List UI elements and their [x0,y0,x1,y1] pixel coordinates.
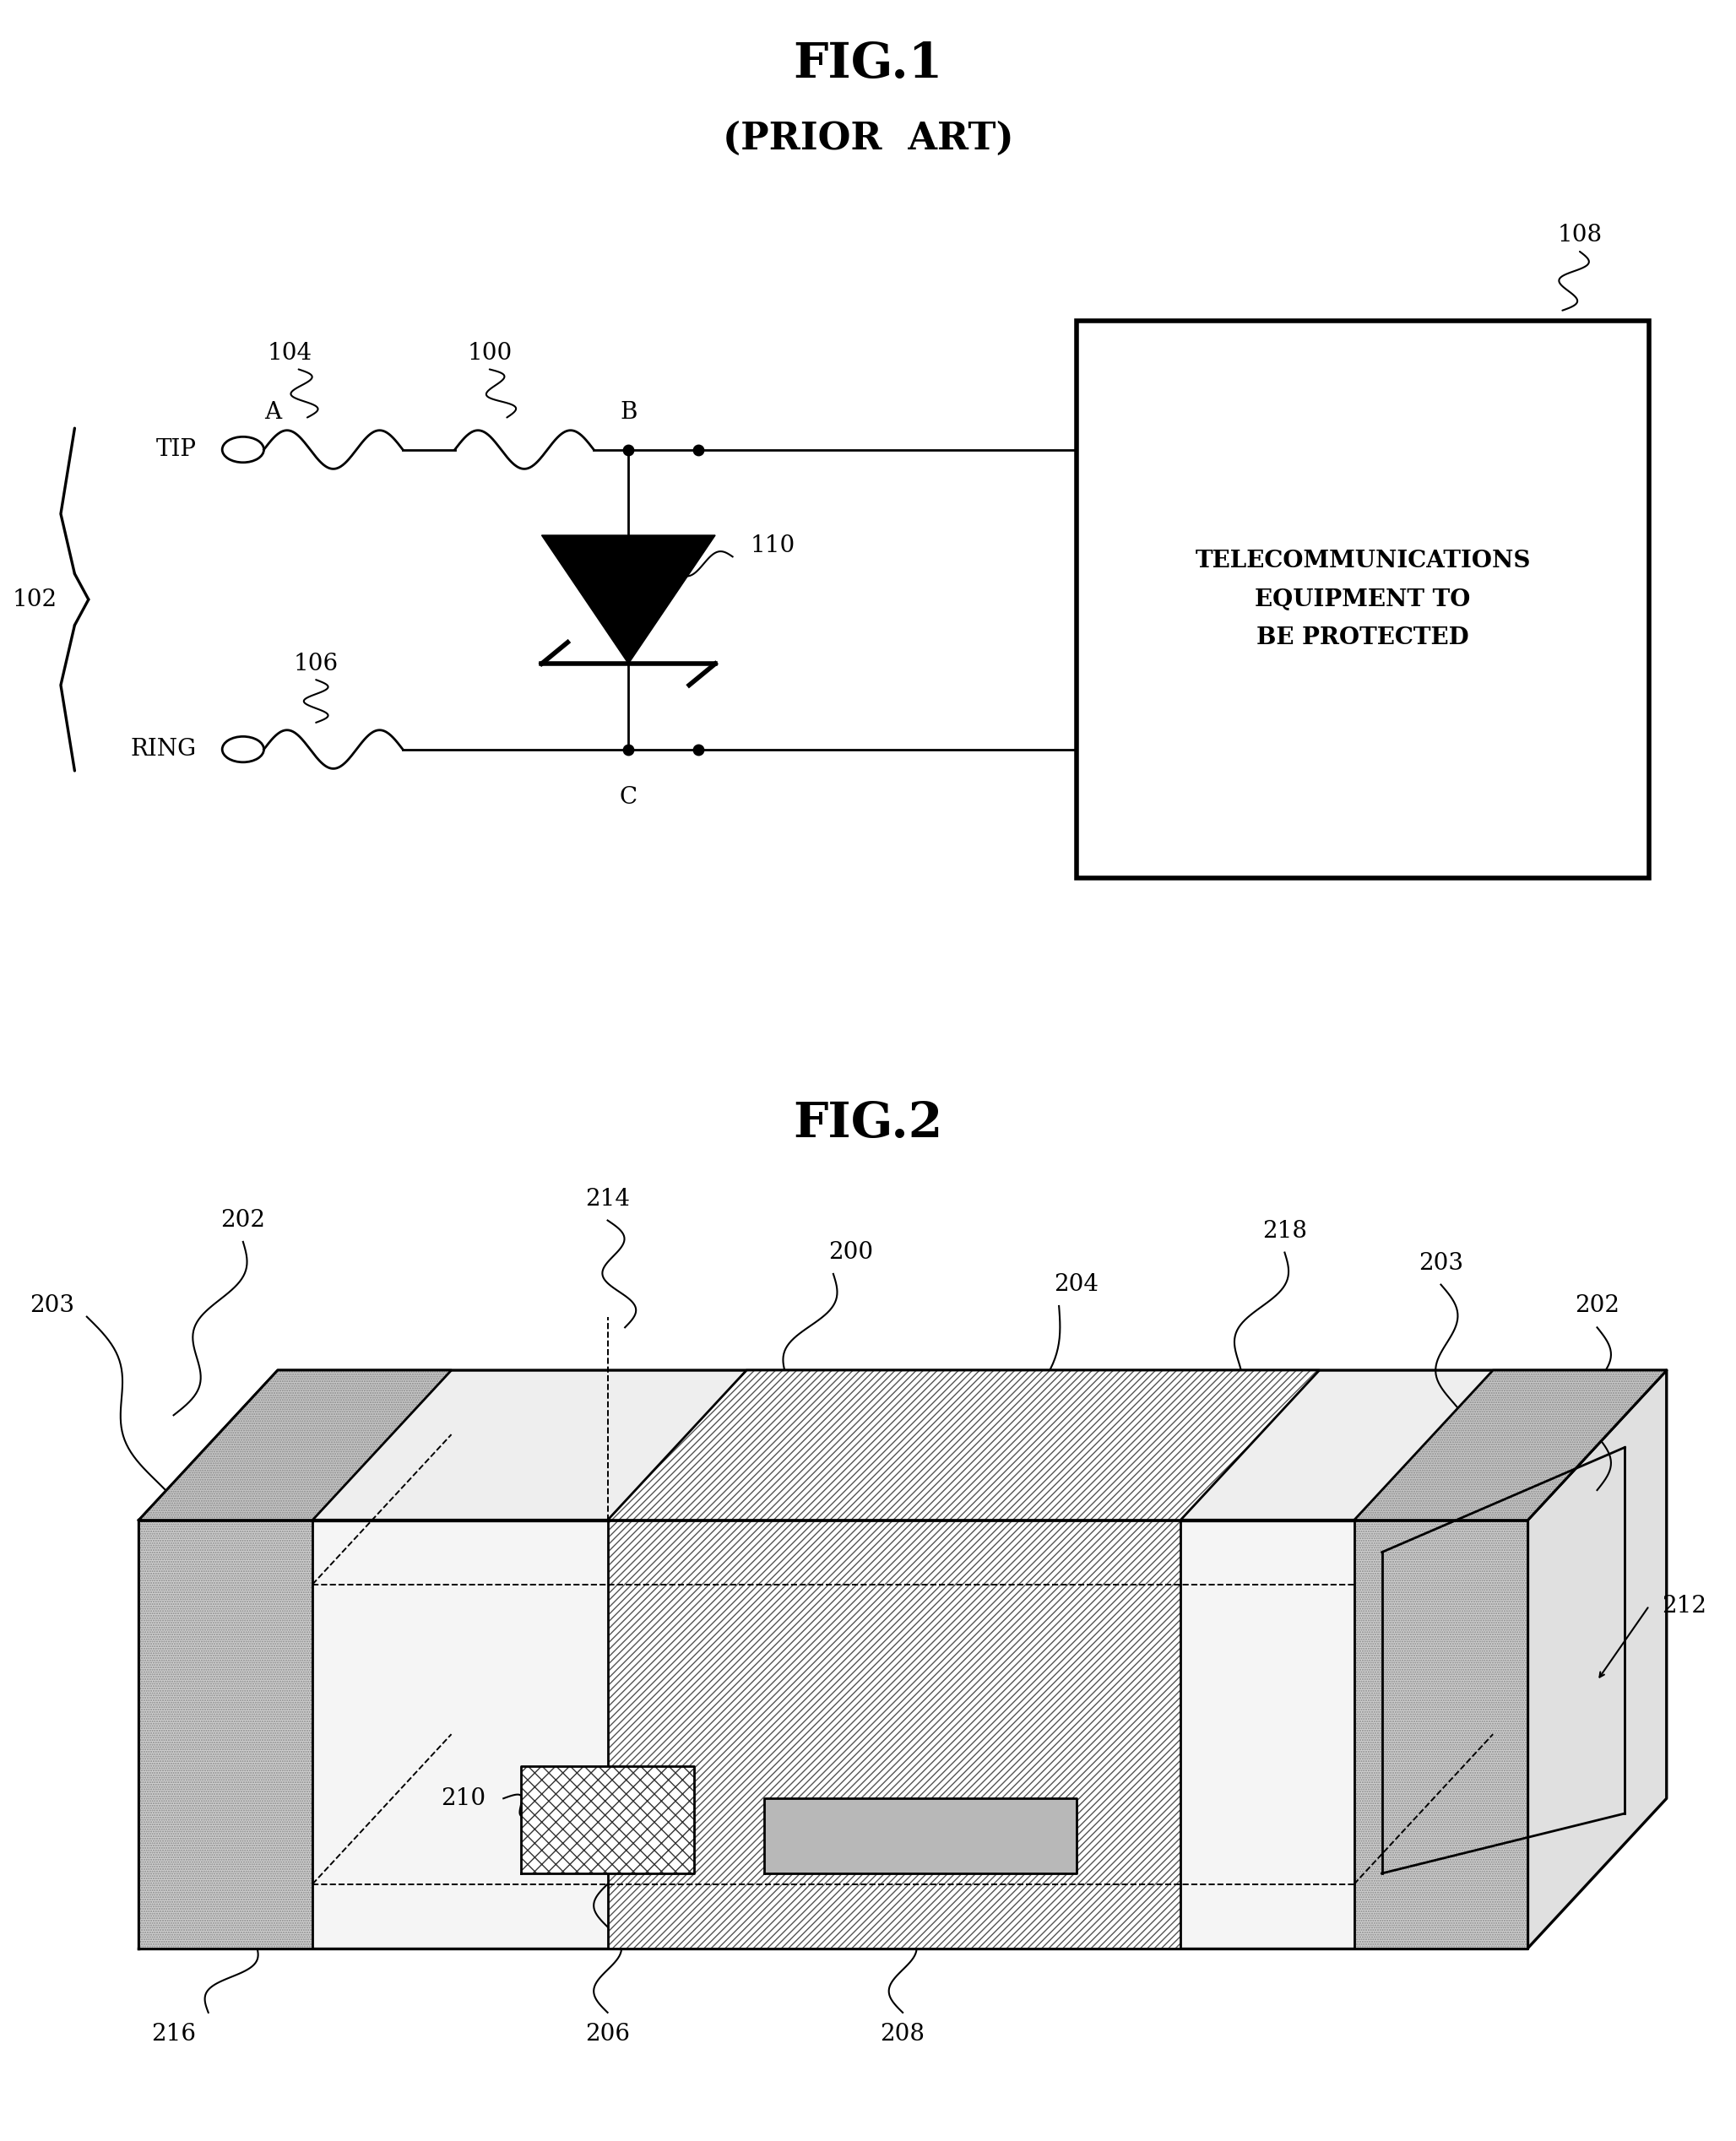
Polygon shape [542,535,715,664]
Text: 110: 110 [750,535,795,557]
Text: 202: 202 [220,1210,266,1231]
Text: B: B [620,400,637,424]
Text: 202: 202 [1575,1295,1620,1317]
Text: 206: 206 [585,2023,630,2045]
Text: 214: 214 [585,1188,630,1210]
Text: 108: 108 [1557,225,1602,246]
Polygon shape [764,1798,1076,1873]
Text: 203: 203 [1418,1252,1463,1274]
Polygon shape [608,1520,1180,1948]
Text: 210: 210 [441,1788,486,1809]
Text: 212: 212 [1661,1595,1706,1616]
Text: 218: 218 [1262,1220,1307,1242]
Text: 100: 100 [467,343,512,364]
Polygon shape [521,1766,694,1873]
Text: 216: 216 [151,2023,196,2045]
Text: RING: RING [130,739,196,760]
Text: 102: 102 [12,589,57,610]
Text: FIG.1: FIG.1 [793,41,943,88]
Text: 106: 106 [293,653,339,674]
Text: 204: 204 [1054,1274,1099,1295]
Text: (PRIOR  ART): (PRIOR ART) [722,122,1014,156]
FancyBboxPatch shape [1076,321,1649,878]
Text: C: C [620,786,637,809]
Polygon shape [1354,1520,1528,1948]
Text: 200: 200 [828,1242,873,1263]
Polygon shape [139,1370,451,1520]
Text: TELECOMMUNICATIONS
EQUIPMENT TO
BE PROTECTED: TELECOMMUNICATIONS EQUIPMENT TO BE PROTE… [1194,550,1531,649]
Polygon shape [608,1370,1319,1520]
Text: TIP: TIP [156,439,196,460]
Text: FIG.2: FIG.2 [793,1100,943,1148]
Text: 104: 104 [267,343,312,364]
Polygon shape [139,1520,312,1948]
Polygon shape [1354,1370,1667,1520]
Text: A: A [264,400,281,424]
Polygon shape [1528,1370,1667,1948]
Polygon shape [139,1370,1667,1520]
Text: 208: 208 [880,2023,925,2045]
Polygon shape [139,1520,1528,1948]
Text: 203: 203 [30,1295,75,1317]
